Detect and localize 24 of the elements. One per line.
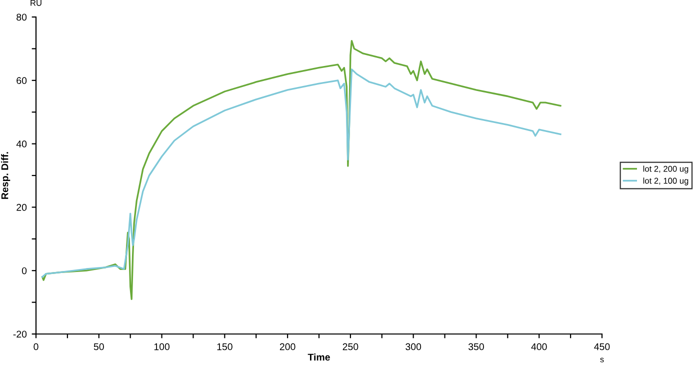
x-tick-label: 250 [342, 343, 358, 350]
x-tick-label: 0 [34, 343, 38, 350]
y-tick-label: 60 [16, 77, 27, 84]
y-tick-label: -20 [13, 330, 27, 338]
x-tick-label: 450 [594, 343, 610, 350]
y-tick-label: 40 [16, 140, 27, 148]
y-axis-title: Resp. Diff. [1, 152, 10, 199]
x-axis-title: Time [308, 353, 330, 361]
x-tick-label: 50 [94, 343, 104, 350]
legend-label: lot 2, 200 ug [643, 166, 688, 174]
x-tick-label: 300 [406, 343, 422, 350]
x-tick-label: 350 [468, 343, 484, 350]
y-tick-label: 0 [22, 267, 27, 274]
line-series [41, 68, 562, 278]
y-tick-label: 80 [16, 14, 27, 21]
x-tick-label: 150 [217, 343, 232, 350]
line-series [41, 40, 562, 300]
y-tick-label: 20 [16, 204, 27, 211]
text: s [600, 358, 604, 362]
x-tick-label: 400 [531, 343, 547, 350]
legend-label: lot 2, 100 ug [643, 178, 688, 186]
x-tick-label: 200 [280, 343, 296, 350]
text: RU [30, 0, 42, 6]
x-tick-label: 100 [154, 343, 170, 350]
